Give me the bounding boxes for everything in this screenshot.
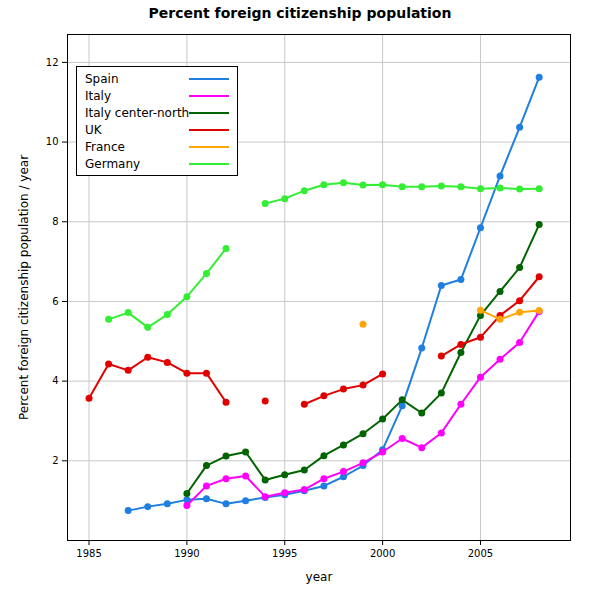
html-text:UK: UK	[85, 122, 102, 137]
svg-text:6: 6	[52, 296, 58, 307]
html-text:Percent foreign citizenship po: Percent foreign citizenship population	[148, 5, 452, 21]
html-text:Germany: Germany	[85, 156, 141, 171]
svg-text:4: 4	[52, 375, 58, 386]
svg-text:10: 10	[46, 136, 59, 147]
html-text:Italy center-north: Italy center-north	[85, 105, 190, 120]
svg-text:12: 12	[46, 57, 59, 68]
svg-text:year: year	[306, 570, 333, 584]
svg-text:2005: 2005	[468, 548, 493, 559]
svg-text:1995: 1995	[272, 548, 297, 559]
svg-text:8: 8	[52, 216, 58, 227]
html-text:France: France	[85, 139, 125, 154]
html-text:Italy: Italy	[85, 88, 111, 103]
svg-text:1990: 1990	[174, 548, 199, 559]
svg-text:2: 2	[52, 455, 58, 466]
svg-text:1985: 1985	[76, 548, 101, 559]
svg-text:Percent foreign citizenship po: Percent foreign citizenship population /…	[17, 155, 31, 420]
html-text:Spain: Spain	[85, 71, 119, 86]
svg-text:2000: 2000	[370, 548, 395, 559]
